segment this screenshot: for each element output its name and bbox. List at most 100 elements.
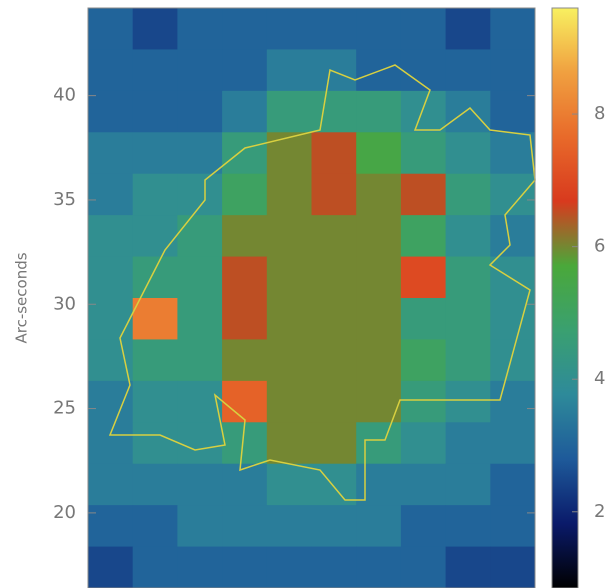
cell xyxy=(356,215,402,258)
colorbar-tick-label: 6 xyxy=(594,236,605,257)
cell xyxy=(311,298,357,340)
cell xyxy=(445,380,491,423)
cell xyxy=(266,546,312,588)
cell xyxy=(356,173,402,216)
cell xyxy=(222,215,268,258)
cell xyxy=(400,505,447,548)
cell xyxy=(266,505,312,548)
cell xyxy=(490,422,536,465)
cell xyxy=(266,90,312,133)
cell xyxy=(132,173,178,216)
cell xyxy=(490,49,536,92)
cell xyxy=(311,463,357,506)
cell xyxy=(356,505,402,548)
cell xyxy=(88,49,134,92)
cell xyxy=(490,380,536,423)
cell xyxy=(132,380,178,423)
cell xyxy=(132,215,178,258)
cell xyxy=(132,298,178,340)
cell xyxy=(266,339,312,382)
cell xyxy=(356,90,402,133)
colorbar-tick-label: 8 xyxy=(594,103,605,124)
cell xyxy=(445,339,491,382)
cell xyxy=(88,132,134,175)
cell xyxy=(132,422,178,465)
cell xyxy=(266,256,312,299)
cell xyxy=(177,463,223,506)
cell xyxy=(132,8,178,50)
cell xyxy=(445,422,491,465)
cell xyxy=(88,505,134,548)
cell xyxy=(132,546,178,588)
cell xyxy=(177,173,223,216)
cell xyxy=(356,422,402,465)
cell xyxy=(88,380,134,423)
cell xyxy=(400,256,447,299)
colorbar xyxy=(551,7,579,588)
cell xyxy=(490,339,536,382)
cell xyxy=(311,90,357,133)
cell xyxy=(311,422,357,465)
y-tick-label: 30 xyxy=(53,293,76,314)
cell xyxy=(222,546,268,588)
cell xyxy=(445,215,491,258)
cell xyxy=(400,49,447,92)
cell xyxy=(88,298,134,340)
cell xyxy=(266,422,312,465)
cell xyxy=(266,380,312,423)
cell xyxy=(222,463,268,506)
cell xyxy=(445,173,491,216)
cell xyxy=(356,256,402,299)
cell xyxy=(356,339,402,382)
cell xyxy=(445,49,491,92)
cell xyxy=(311,505,357,548)
y-tick-label: 25 xyxy=(53,398,76,419)
cell xyxy=(356,546,402,588)
cell xyxy=(490,463,536,506)
cell xyxy=(445,132,491,175)
cell xyxy=(222,505,268,548)
cell xyxy=(177,546,223,588)
cell xyxy=(177,505,223,548)
cell xyxy=(222,90,268,133)
cell xyxy=(132,505,178,548)
cell xyxy=(88,546,134,588)
cell xyxy=(222,49,268,92)
cell xyxy=(445,90,491,133)
cell xyxy=(177,256,223,299)
cell xyxy=(445,8,491,50)
cell xyxy=(356,132,402,175)
cell xyxy=(222,298,268,340)
cell xyxy=(88,463,134,506)
cell xyxy=(88,215,134,258)
cell xyxy=(311,546,357,588)
cell xyxy=(311,380,357,423)
cell xyxy=(266,8,312,50)
cell xyxy=(266,173,312,216)
cell xyxy=(490,132,536,175)
cell xyxy=(490,8,536,50)
cell xyxy=(490,505,536,548)
cell xyxy=(266,463,312,506)
cell xyxy=(490,173,536,216)
cell xyxy=(490,215,536,258)
cell xyxy=(177,380,223,423)
cell xyxy=(400,298,447,340)
y-tick-label: 40 xyxy=(53,85,76,106)
cell xyxy=(177,215,223,258)
cell xyxy=(88,90,134,133)
cell xyxy=(445,463,491,506)
cell xyxy=(400,546,447,588)
cell xyxy=(311,215,357,258)
cell xyxy=(311,132,357,175)
plot-frame xyxy=(87,7,536,588)
cell xyxy=(400,339,447,382)
cell xyxy=(132,463,178,506)
y-tick-label: 20 xyxy=(53,502,76,523)
cell xyxy=(132,339,178,382)
cell xyxy=(445,256,491,299)
cell xyxy=(177,339,223,382)
cell xyxy=(177,8,223,50)
cell xyxy=(177,298,223,340)
cell xyxy=(88,339,134,382)
